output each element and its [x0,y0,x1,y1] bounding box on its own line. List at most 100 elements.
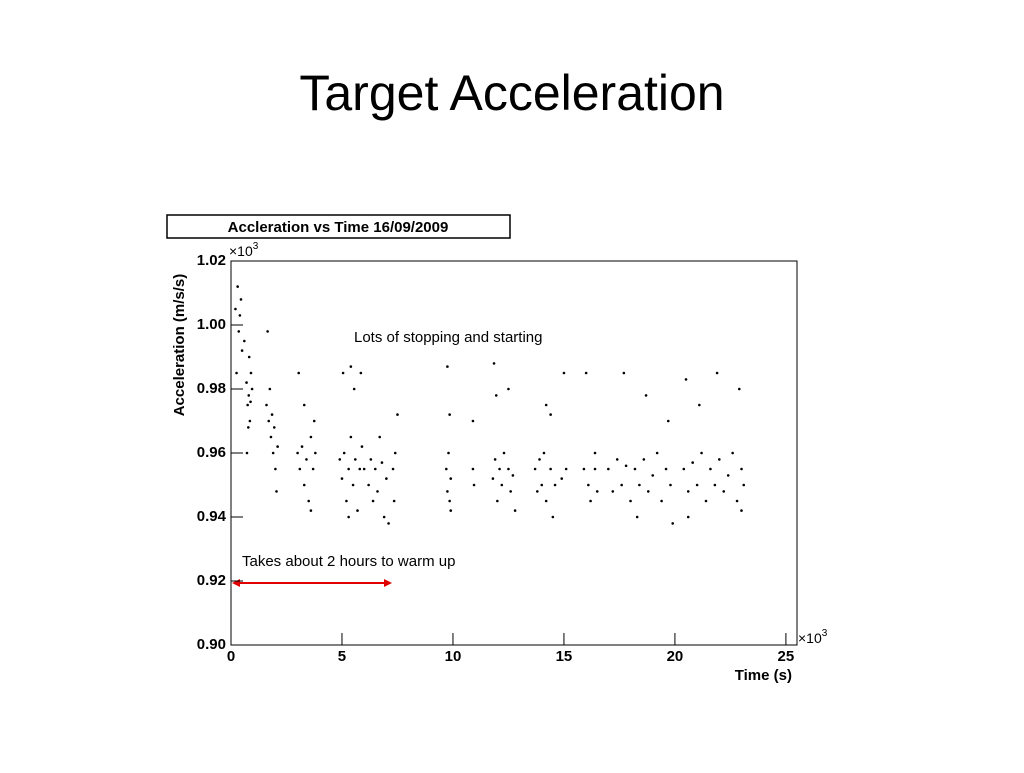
point [564,467,568,471]
point [713,483,717,487]
point [265,403,268,407]
point [274,467,277,471]
point [396,413,399,416]
point [271,451,275,455]
point [731,451,734,455]
point [342,451,346,455]
point [235,371,238,375]
point [275,490,278,493]
point [666,419,670,423]
point [309,435,313,439]
point [338,458,342,461]
point [686,490,690,493]
point [391,467,395,471]
point [633,467,637,471]
point [471,419,475,423]
point [562,371,566,375]
point [735,499,739,503]
point [496,499,499,503]
y-tick-label: 0.90 [197,636,226,653]
point [297,371,300,375]
point [686,515,690,519]
point [560,477,564,480]
point [392,499,396,503]
point [718,458,721,461]
point [307,499,310,503]
point [695,483,699,487]
point [311,467,315,471]
y-multiplier-base: ×10 [229,243,253,259]
point [270,413,274,416]
point [553,483,557,487]
point [722,490,726,493]
point [660,499,663,503]
point [447,451,450,455]
x-tick-label: 20 [667,648,684,665]
point [356,509,359,512]
point [249,371,253,375]
point [382,515,386,519]
x-tick-label: 5 [338,648,346,665]
point [302,483,306,487]
point [682,467,686,471]
point [715,371,719,375]
title-box [166,214,511,239]
point [549,467,552,471]
point [250,387,254,391]
point [245,451,249,455]
point [246,403,249,407]
point [448,413,451,416]
point [349,435,353,439]
point [737,387,741,391]
point [312,419,316,423]
point [629,499,632,503]
point [620,483,623,487]
point [671,522,675,525]
point [544,403,548,407]
point [494,394,498,397]
point [353,458,357,461]
point [238,314,242,317]
point [642,458,646,461]
point [446,365,449,368]
x-multiplier-exponent: 3 [822,628,828,639]
point [387,522,390,525]
point [740,509,743,512]
point [584,371,588,375]
point [709,467,712,471]
point [269,435,273,439]
point [446,490,449,493]
point [385,477,388,480]
point [359,371,363,375]
point [549,413,552,416]
point [300,445,304,448]
point [684,378,688,381]
arrow-head [232,579,240,587]
point [245,381,248,384]
point [247,426,250,429]
point [540,483,544,487]
point [726,474,730,477]
point [507,467,510,471]
point [341,371,345,375]
point [378,435,382,439]
point [248,419,252,423]
point [507,387,510,391]
x-multiplier: ×103 [798,628,828,646]
point [492,362,496,365]
point [247,394,251,397]
point [472,483,476,487]
point [393,451,397,455]
point [742,483,746,487]
point [471,467,475,471]
x-tick-label: 15 [556,648,573,665]
warmup-arrow [232,579,392,587]
point [491,477,495,480]
point [302,403,306,407]
x-multiplier-base: ×10 [798,630,822,646]
point [698,403,701,407]
point [296,451,299,455]
point [646,490,650,493]
point [582,467,586,471]
point [358,467,362,471]
